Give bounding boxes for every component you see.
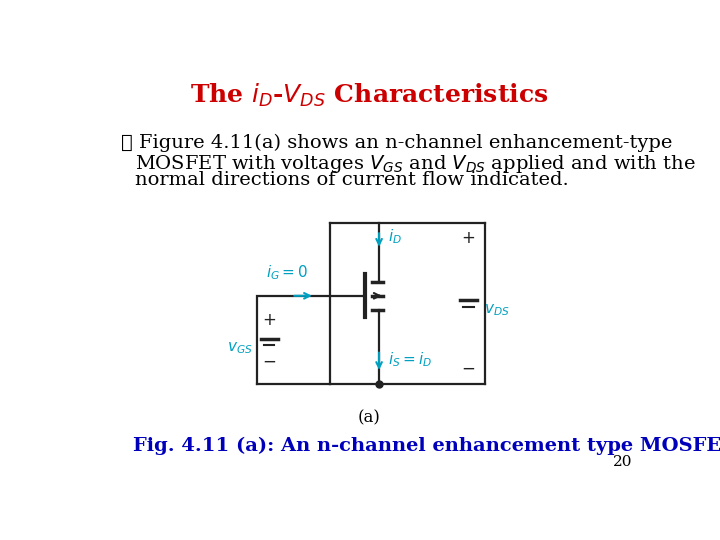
Text: $i_G = 0$: $i_G = 0$ xyxy=(266,264,309,282)
Text: normal directions of current flow indicated.: normal directions of current flow indica… xyxy=(135,171,569,189)
Text: 20: 20 xyxy=(613,455,632,469)
Text: (a): (a) xyxy=(358,409,380,426)
Text: +: + xyxy=(262,312,276,329)
Text: The $i_D$-$V_{DS}$ Characteristics: The $i_D$-$V_{DS}$ Characteristics xyxy=(190,82,548,109)
Text: −: − xyxy=(262,353,276,371)
Text: MOSFET with voltages $V_{GS}$ and $V_{DS}$ applied and with the: MOSFET with voltages $V_{GS}$ and $V_{DS… xyxy=(135,153,696,174)
Text: $v_{GS}$: $v_{GS}$ xyxy=(227,340,253,356)
Text: $i_S = i_D$: $i_S = i_D$ xyxy=(388,350,433,369)
Text: +: + xyxy=(462,229,475,247)
Text: $v_{DS}$: $v_{DS}$ xyxy=(484,302,509,318)
Text: ❖ Figure 4.11(a) shows an n-channel enhancement-type: ❖ Figure 4.11(a) shows an n-channel enha… xyxy=(121,134,672,152)
Text: $i_D$: $i_D$ xyxy=(388,227,402,246)
Text: −: − xyxy=(462,360,475,378)
Text: Fig. 4.11 (a): An n-channel enhancement type MOSFET: Fig. 4.11 (a): An n-channel enhancement … xyxy=(132,437,720,455)
